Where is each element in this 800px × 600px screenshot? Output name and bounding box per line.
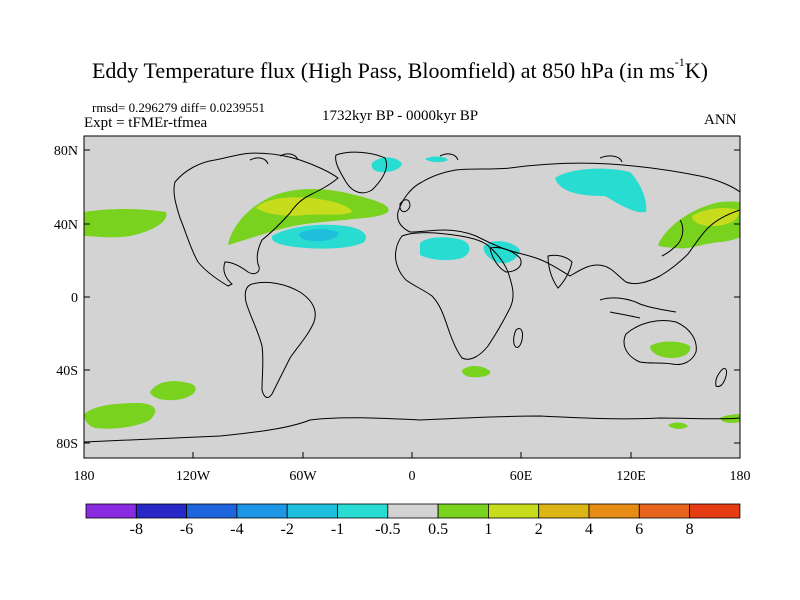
experiment-label: Expt = tFMEr-tfmea	[84, 115, 208, 131]
map-background	[84, 136, 740, 458]
lat-label: 40S	[56, 364, 78, 379]
colorbar-label: -6	[180, 521, 193, 538]
period-label: 1732kyr BP - 0000kyr BP	[322, 108, 479, 124]
lat-label: 40N	[54, 218, 78, 233]
coast-africa	[395, 232, 514, 360]
coast-australia	[623, 320, 697, 365]
anomaly-australia-south-green	[650, 341, 691, 358]
anomaly-north-africa-cyan	[420, 237, 470, 261]
colorbar-label: -4	[230, 521, 243, 538]
colorbar-swatch	[85, 503, 137, 519]
colorbar-label: 2	[535, 521, 543, 538]
anomaly-south-atlantic-green	[462, 365, 491, 378]
colorbar-swatch	[487, 503, 540, 519]
anomaly-barents-cyan	[425, 156, 448, 163]
coast-south-america	[244, 281, 316, 398]
anomaly-kuroshio-yellow	[692, 208, 739, 226]
colorbar-swatch	[186, 503, 238, 519]
colorbar-swatch	[437, 503, 489, 519]
coast-arctic-islands	[249, 153, 623, 165]
coast-uk	[399, 199, 411, 213]
axis-ticks	[83, 149, 741, 458]
latitude-labels: 80N 40N 0 40S 80S	[54, 144, 78, 452]
anomaly-gulf-stream-core-blue	[299, 229, 339, 242]
lon-label: 60E	[510, 469, 533, 484]
colorbar-swatch	[538, 503, 590, 519]
colorbar-swatch	[387, 503, 439, 519]
colorbar-swatch	[337, 503, 389, 519]
lon-label: 180	[730, 469, 751, 484]
rmsd-diff-stats: rmsd= 0.296279 diff= 0.0239551	[92, 100, 265, 115]
lon-label: 0	[409, 469, 416, 484]
colorbar-swatch	[286, 503, 338, 519]
lat-label: 80S	[56, 437, 78, 452]
anomaly-south-pacific-green	[150, 381, 196, 401]
lon-label: 120E	[616, 469, 646, 484]
colorbar: -8 -6 -4 -2 -1 -0.5 0.5 1 2 4 6 8	[85, 503, 741, 538]
coast-indonesia	[599, 297, 677, 319]
lon-label: 180	[74, 469, 95, 484]
longitude-labels: 180 120W 60W 0 60E 120E 180	[74, 469, 751, 484]
lat-label: 80N	[54, 144, 78, 159]
coast-north-america	[173, 152, 339, 287]
anomaly-dateline-north-green	[84, 209, 167, 238]
coast-greenland	[335, 151, 387, 194]
coast-india	[547, 254, 573, 289]
anomaly-antarctic-green	[668, 422, 688, 429]
colorbar-swatch	[135, 503, 188, 519]
colorbar-swatch	[689, 503, 741, 519]
coast-new-zealand	[715, 368, 727, 387]
colorbar-swatch	[588, 503, 640, 519]
colorbar-label: 1	[484, 521, 492, 538]
coast-antarctica	[84, 415, 740, 443]
anomaly-labrador-yellow	[256, 197, 352, 216]
colorbar-label: -8	[130, 521, 143, 538]
coast-madagascar	[513, 327, 523, 348]
chart-title: Eddy Temperature flux (High Pass, Bloomf…	[91, 54, 708, 83]
coast-eurasia	[397, 162, 740, 285]
colorbar-label: 8	[686, 521, 694, 538]
colorbar-label: 0.5	[428, 521, 448, 538]
coast-japan	[661, 219, 684, 257]
colorbar-label: 4	[585, 521, 593, 538]
colorbar-label: -1	[331, 521, 344, 538]
coast-arabia	[489, 247, 522, 273]
colorbar-label: -0.5	[375, 521, 400, 538]
anomaly-siberia-cyan	[555, 168, 647, 213]
season-label: ANN	[704, 112, 737, 128]
coastlines	[84, 151, 740, 443]
colorbar-label: -2	[281, 521, 294, 538]
colorbar-swatch	[236, 503, 288, 519]
lon-label: 60W	[289, 469, 317, 484]
colorbar-label: 6	[635, 521, 643, 538]
lat-label: 0	[71, 291, 78, 306]
colorbar-swatch	[638, 503, 690, 519]
lon-label: 120W	[176, 469, 211, 484]
anomaly-south-pacific-green-2	[84, 403, 156, 429]
